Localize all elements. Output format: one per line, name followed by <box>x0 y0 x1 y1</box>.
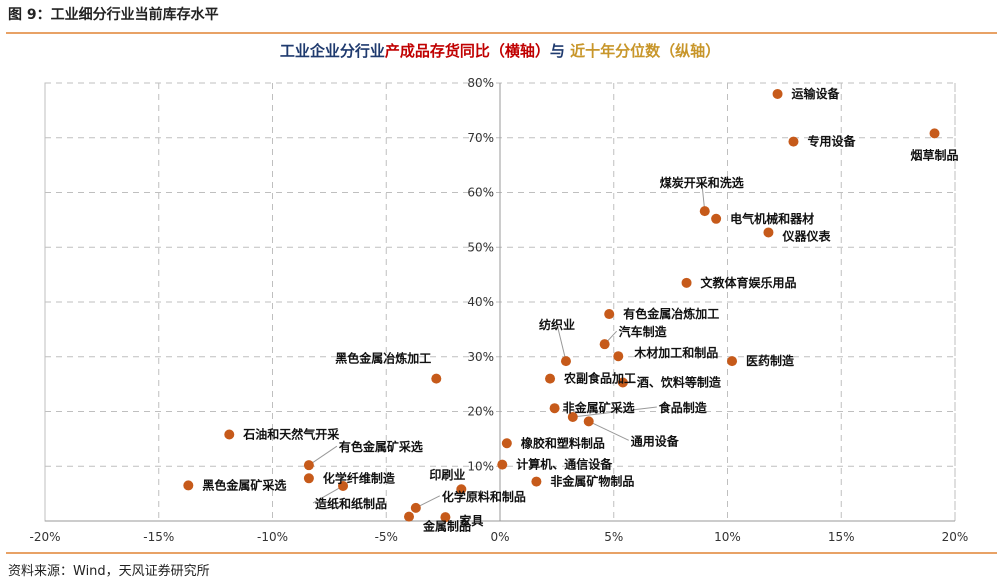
data-point <box>303 473 314 484</box>
data-point <box>183 480 194 491</box>
point-label: 金属制品 <box>422 519 471 534</box>
axes <box>45 83 955 522</box>
point-label: 医药制造 <box>746 353 795 368</box>
y-tick-label: 40% <box>467 295 494 309</box>
chart-title: 工业企业分行业产成品存货同比（横轴）与 近十年分位数（纵轴） <box>280 42 720 60</box>
data-point <box>549 403 560 414</box>
y-tick-label: 50% <box>467 240 494 254</box>
data-point <box>224 429 235 440</box>
leader-lines <box>308 182 706 509</box>
data-point <box>772 88 783 99</box>
leader-line <box>556 324 567 362</box>
point-label: 电气机械和器材 <box>730 211 814 226</box>
leader-line <box>312 485 344 504</box>
point-label: 有色金属冶炼加工 <box>623 306 719 321</box>
leader-line <box>588 420 629 441</box>
point-label: 黑色金属冶炼加工 <box>335 351 431 366</box>
x-tick-label: 5% <box>604 530 623 544</box>
x-tick-label: -5% <box>375 530 398 544</box>
data-point <box>699 206 710 217</box>
x-tick-label: -10% <box>257 530 288 544</box>
data-point <box>929 128 940 139</box>
point-label: 酒、饮料等制造 <box>637 374 722 389</box>
data-point <box>410 502 421 513</box>
point-labels: 运输设备专用设备烟草制品煤炭开采和洗选电气机械和器材仪器仪表文教体育娱乐用品有色… <box>202 86 958 534</box>
point-label: 橡胶和塑料制品 <box>521 435 605 450</box>
point-label: 计算机、通信设备 <box>516 457 613 472</box>
data-points <box>183 88 940 523</box>
point-label: 石油和天然气开采 <box>242 426 339 441</box>
y-tick-label: 80% <box>467 76 494 90</box>
chart-title-part-2: 与 <box>550 42 570 60</box>
point-label: 非金属矿采选 <box>563 400 635 415</box>
point-label: 汽车制造 <box>619 324 668 339</box>
data-point <box>567 411 578 422</box>
data-point <box>531 476 542 487</box>
point-label: 非金属矿物制品 <box>550 474 634 489</box>
point-label: 化学纤维制造 <box>323 470 396 485</box>
data-point <box>711 213 722 224</box>
chart-title-part-1: 产成品存货同比（横轴） <box>385 42 550 60</box>
data-point <box>599 339 610 350</box>
x-tick-label: 10% <box>714 530 741 544</box>
top-rule <box>6 32 997 34</box>
point-label: 通用设备 <box>631 433 680 448</box>
figure-title: 图 9：工业细分行业当前库存水平 <box>8 7 219 23</box>
data-point <box>583 416 594 427</box>
data-point <box>617 377 628 388</box>
point-label: 化学原料和制品 <box>442 489 526 504</box>
y-tick-label: 60% <box>467 186 494 200</box>
source-note: 资料来源：Wind，天风证券研究所 <box>8 564 210 579</box>
data-point <box>404 511 414 522</box>
point-label: 有色金属矿采选 <box>339 439 423 454</box>
point-label: 仪器仪表 <box>781 228 831 243</box>
data-point <box>431 373 442 384</box>
point-label: 农副食品加工 <box>563 371 636 386</box>
point-label: 烟草制品 <box>911 147 959 162</box>
data-point <box>604 309 615 320</box>
y-tick-label: 20% <box>467 405 494 419</box>
data-point <box>727 356 738 367</box>
data-point <box>338 480 349 491</box>
x-tick-label: 0% <box>490 530 509 544</box>
y-tick-label: 70% <box>467 131 494 145</box>
data-point <box>456 484 467 495</box>
point-label: 文教体育娱乐用品 <box>701 275 797 290</box>
point-label: 造纸和纸制品 <box>315 496 387 511</box>
data-point <box>545 373 556 384</box>
point-label: 印刷业 <box>429 467 465 482</box>
y-tick-label: 10% <box>467 459 494 473</box>
point-label: 专用设备 <box>807 134 856 149</box>
data-point <box>560 356 571 367</box>
point-label: 食品制造 <box>658 400 708 415</box>
point-label: 煤炭开采和洗选 <box>660 175 744 190</box>
point-label: 黑色金属矿采选 <box>202 477 286 492</box>
point-label: 家具 <box>459 513 483 528</box>
point-label: 木材加工和制品 <box>633 345 718 360</box>
data-point <box>788 136 799 147</box>
data-point <box>501 438 512 449</box>
data-point <box>681 277 692 288</box>
point-label: 纺织业 <box>539 317 575 332</box>
x-tick-label: 15% <box>828 530 855 544</box>
x-tick-label: 20% <box>942 530 969 544</box>
data-point <box>763 227 774 238</box>
x-tick-label: -15% <box>143 530 174 544</box>
chart-title-part-0: 工业企业分行业 <box>280 42 385 60</box>
ticks: -20% -15% -10% -5% 0% 5% 10% 15% 20% 10% 20% 30% 40%… <box>29 76 968 544</box>
data-point <box>497 459 508 470</box>
x-tick-label: -20% <box>29 530 60 544</box>
bottom-rule <box>6 552 997 554</box>
chart-title-part-3: 近十年分位数（纵轴） <box>570 42 720 60</box>
data-point <box>303 460 314 471</box>
data-point <box>440 512 451 523</box>
point-label: 运输设备 <box>792 86 841 101</box>
leader-line <box>308 445 338 466</box>
y-tick-label: 30% <box>467 350 494 364</box>
data-point <box>613 351 624 362</box>
leader-line <box>572 406 657 418</box>
